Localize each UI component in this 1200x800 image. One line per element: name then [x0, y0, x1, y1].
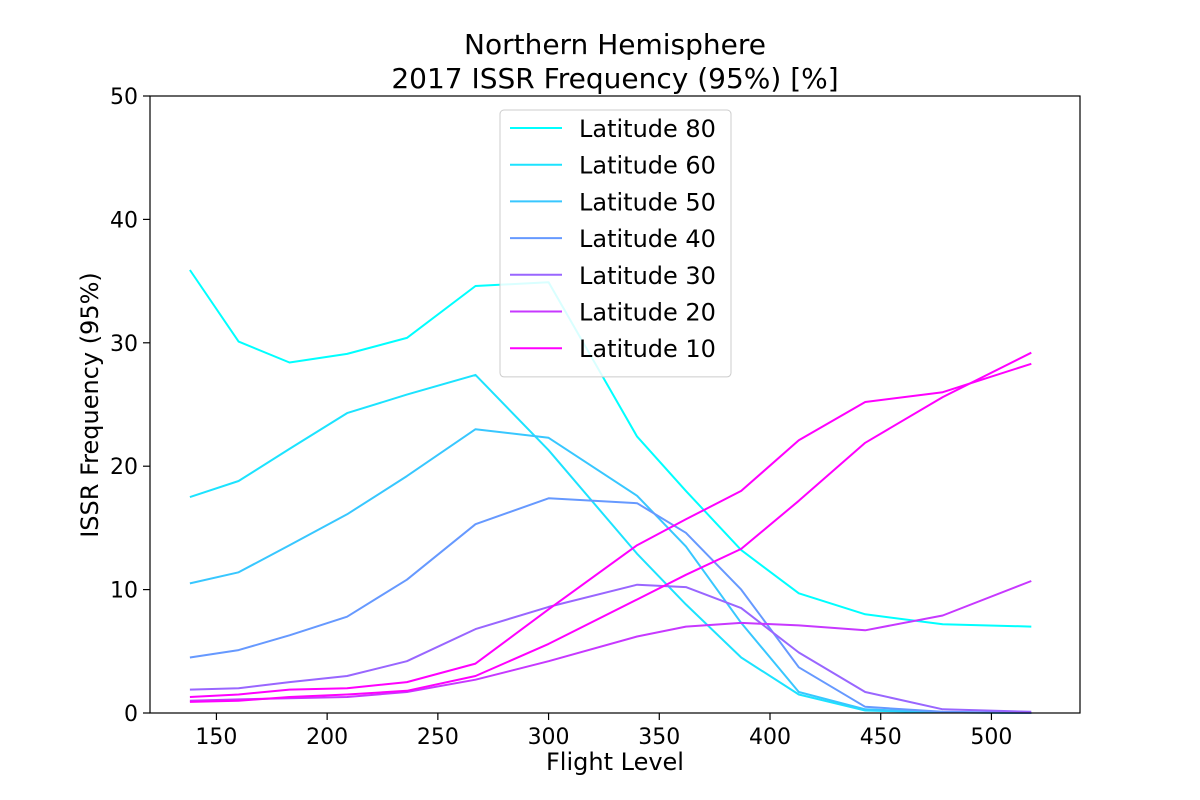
- legend: Latitude 80 Latitude 60 Latitude 50 Latitud…: [499, 109, 732, 378]
- x-tick-label-3: 300: [528, 725, 570, 750]
- legend-label-2: Latitude 50: [579, 188, 716, 216]
- y-tick-label-4: 40: [110, 208, 138, 233]
- series-line-3: [189, 497, 1032, 714]
- plot-frame: [149, 95, 1081, 714]
- legend-label-0: Latitude 80: [579, 115, 716, 143]
- series-line-6: [189, 362, 1032, 698]
- x-tick-label-5: 400: [749, 725, 791, 750]
- series-line-7: [189, 351, 1032, 703]
- legend-label-4: Latitude 30: [579, 262, 716, 290]
- y-tick-label-2: 20: [110, 455, 138, 480]
- legend-label-3: Latitude 40: [579, 225, 716, 253]
- chart-title-line1: Northern Hemisphere: [464, 28, 766, 61]
- x-tick-label-4: 350: [638, 725, 680, 750]
- series-line-2: [189, 428, 1032, 714]
- y-tick-label-0: 0: [124, 702, 138, 727]
- x-tick-label-2: 250: [417, 725, 459, 750]
- legend-box: [499, 109, 732, 378]
- series-line-5: [189, 580, 1032, 702]
- series-line-4: [189, 583, 1032, 713]
- x-tick-label-0: 150: [195, 725, 237, 750]
- y-tick-label-5: 50: [110, 85, 138, 110]
- chart-title-line2: 2017 ISSR Frequency (95%) [%]: [391, 62, 838, 95]
- y-tick-label-1: 10: [110, 579, 138, 604]
- legend-label-1: Latitude 60: [579, 152, 716, 180]
- x-tick-label-6: 450: [860, 725, 902, 750]
- tick-layer: 150 200 250 300 350 400 450 500 0 10 20 30 40 50: [110, 85, 1012, 750]
- x-tick-label-7: 500: [970, 725, 1012, 750]
- x-tick-label-1: 200: [306, 725, 348, 750]
- x-axis-label: Flight Level: [546, 748, 684, 776]
- legend-label-5: Latitude 20: [579, 299, 716, 327]
- series-layer: [189, 269, 1032, 714]
- y-tick-label-3: 30: [110, 332, 138, 357]
- y-axis-label: ISSR Frequency (95%): [76, 272, 104, 538]
- series-line-1: [189, 373, 1032, 714]
- legend-label-6: Latitude 10: [579, 335, 716, 363]
